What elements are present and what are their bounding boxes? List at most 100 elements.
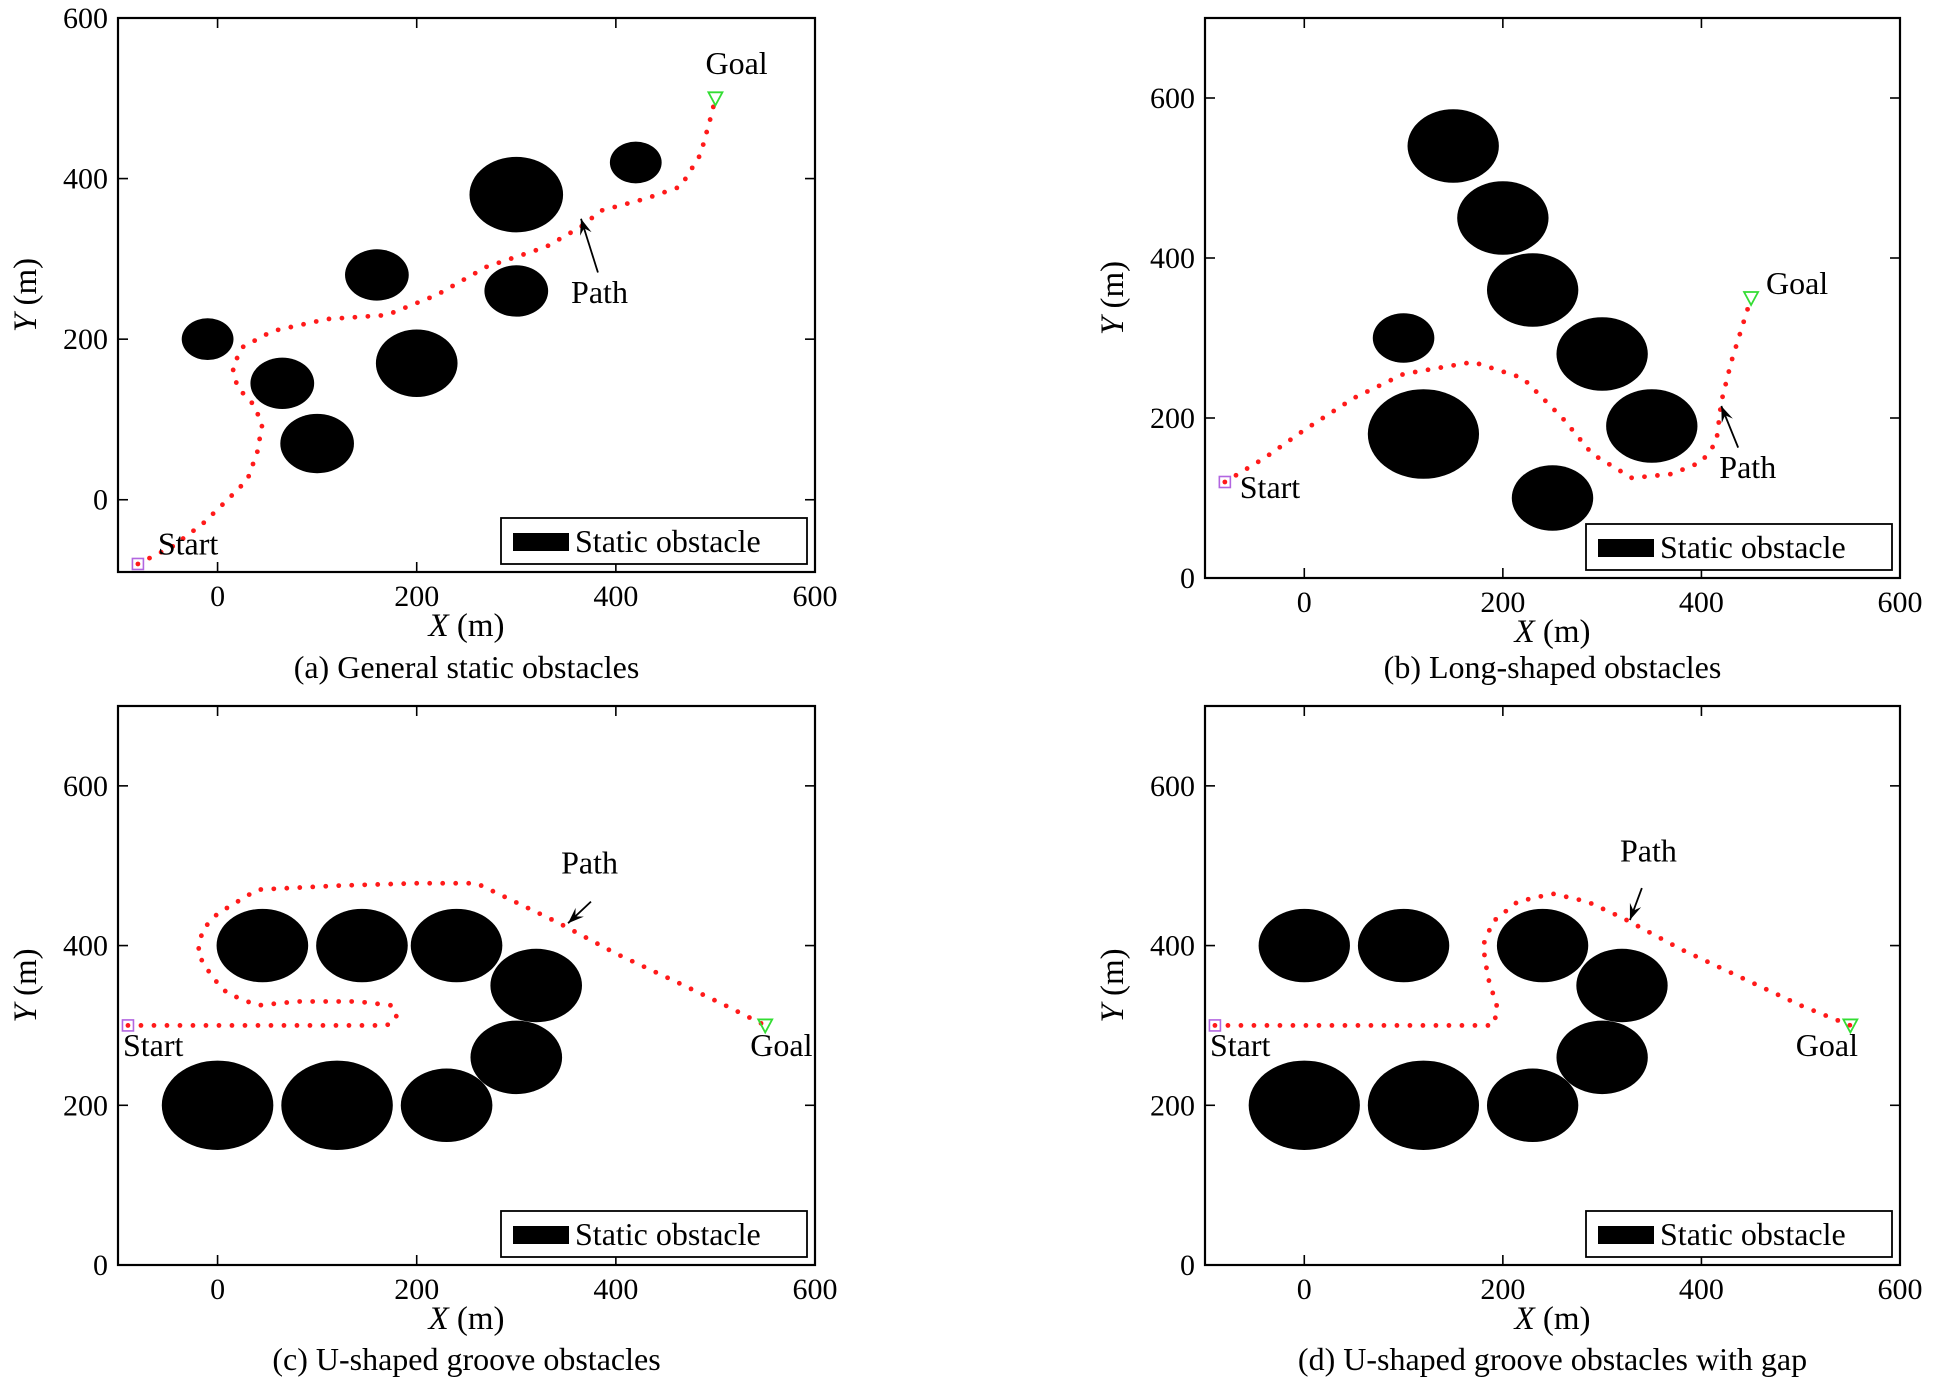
static-obstacle (216, 908, 309, 983)
x-axis-label-unit: (m) (1535, 614, 1591, 650)
path-point (255, 411, 261, 417)
x-tick-label: 400 (1679, 1273, 1724, 1306)
path-point (1823, 1013, 1829, 1018)
path-point (349, 999, 355, 1004)
path-point (1733, 344, 1739, 349)
path-point (263, 332, 269, 337)
x-axis-label-unit: (m) (1535, 1301, 1591, 1337)
x-tick-label: 400 (593, 580, 638, 613)
path-point (235, 898, 241, 904)
static-obstacle (1457, 181, 1549, 255)
path-point (233, 380, 239, 385)
path-point (336, 883, 342, 889)
path-point (1486, 927, 1492, 933)
path-point (606, 947, 612, 953)
static-obstacle (181, 318, 234, 361)
x-tick-label: 200 (394, 580, 439, 613)
path-point (1368, 1023, 1374, 1028)
path-point (1658, 936, 1664, 941)
path-point (388, 881, 394, 887)
path-point (1729, 356, 1735, 362)
static-obstacle (375, 329, 458, 397)
path-point (246, 999, 251, 1005)
legend-label: Static obstacle (1660, 529, 1846, 565)
static-obstacle (1486, 1068, 1579, 1143)
path-point (1552, 407, 1557, 413)
path-point (1542, 398, 1548, 404)
path-point (1669, 942, 1675, 948)
path-point (1728, 970, 1734, 976)
path-point (1277, 444, 1283, 450)
path-point (1492, 1015, 1498, 1021)
static-obstacle (1372, 313, 1435, 363)
x-tick-label: 200 (1480, 1273, 1525, 1306)
path-point (1787, 997, 1793, 1003)
x-axis-label-unit: (m) (449, 608, 505, 644)
path-point (1612, 911, 1618, 917)
static-obstacle (250, 357, 315, 410)
path-point (307, 1023, 313, 1028)
path-label: Path (561, 845, 618, 881)
y-axis-label: Y (m) (8, 258, 44, 332)
path-point (641, 964, 647, 970)
path-point (198, 933, 204, 939)
path-point (180, 536, 186, 541)
panel-caption: (d) U-shaped groove obstacles with gap (1298, 1341, 1807, 1377)
path-point (1799, 1003, 1805, 1009)
legend: Static obstacle (1585, 523, 1893, 571)
x-tick-label: 600 (1878, 586, 1923, 619)
path-point (125, 1023, 131, 1028)
static-obstacle (400, 1068, 493, 1143)
path-point (1303, 1023, 1309, 1028)
path-point (1723, 381, 1729, 387)
legend-obstacle-swatch (1598, 1226, 1654, 1244)
path-point (229, 493, 235, 498)
path-point (450, 283, 455, 289)
y-tick-label: 200 (1150, 402, 1195, 435)
legend-obstacle-swatch (513, 1226, 569, 1244)
static-obstacle (161, 1060, 274, 1151)
path-point (190, 1023, 196, 1028)
path-label: Path (1620, 833, 1677, 869)
y-tick-label: 200 (63, 1089, 108, 1122)
path-point (271, 1001, 277, 1007)
path-point (568, 230, 573, 236)
path-point (275, 327, 281, 333)
path-point (323, 883, 329, 889)
path-point (224, 905, 230, 911)
x-tick-label: 600 (793, 580, 838, 613)
path-point (629, 958, 635, 964)
path-point (453, 880, 459, 886)
path-point (323, 999, 329, 1004)
x-axis-label-var: X (1512, 614, 1536, 650)
path-point (513, 900, 519, 905)
y-axis-label-unit: (m) (8, 258, 44, 314)
path-point (1716, 420, 1722, 425)
legend-label: Static obstacle (575, 1216, 761, 1252)
x-tick-label: 600 (793, 1273, 838, 1306)
path-point (1655, 473, 1660, 478)
path-point (246, 892, 252, 898)
path-point (151, 1023, 157, 1028)
path-point (242, 1023, 248, 1028)
y-axis-label: Y (m) (8, 948, 44, 1022)
path-point (254, 449, 260, 455)
y-tick-label: 600 (63, 2, 108, 35)
path-arrow-head (568, 907, 584, 924)
path-point (210, 511, 216, 517)
path-point (164, 1023, 170, 1028)
path-point (1740, 975, 1746, 981)
path-point (255, 1023, 261, 1028)
path-point (1482, 952, 1487, 958)
path-point (712, 997, 717, 1003)
path-point (1364, 389, 1370, 394)
path-point (199, 957, 205, 963)
static-obstacle (280, 413, 354, 474)
path-point (1329, 1023, 1335, 1028)
path-point (1251, 1023, 1257, 1028)
path-point (747, 1015, 752, 1020)
path-point (362, 882, 368, 888)
static-obstacle (1576, 948, 1668, 1023)
